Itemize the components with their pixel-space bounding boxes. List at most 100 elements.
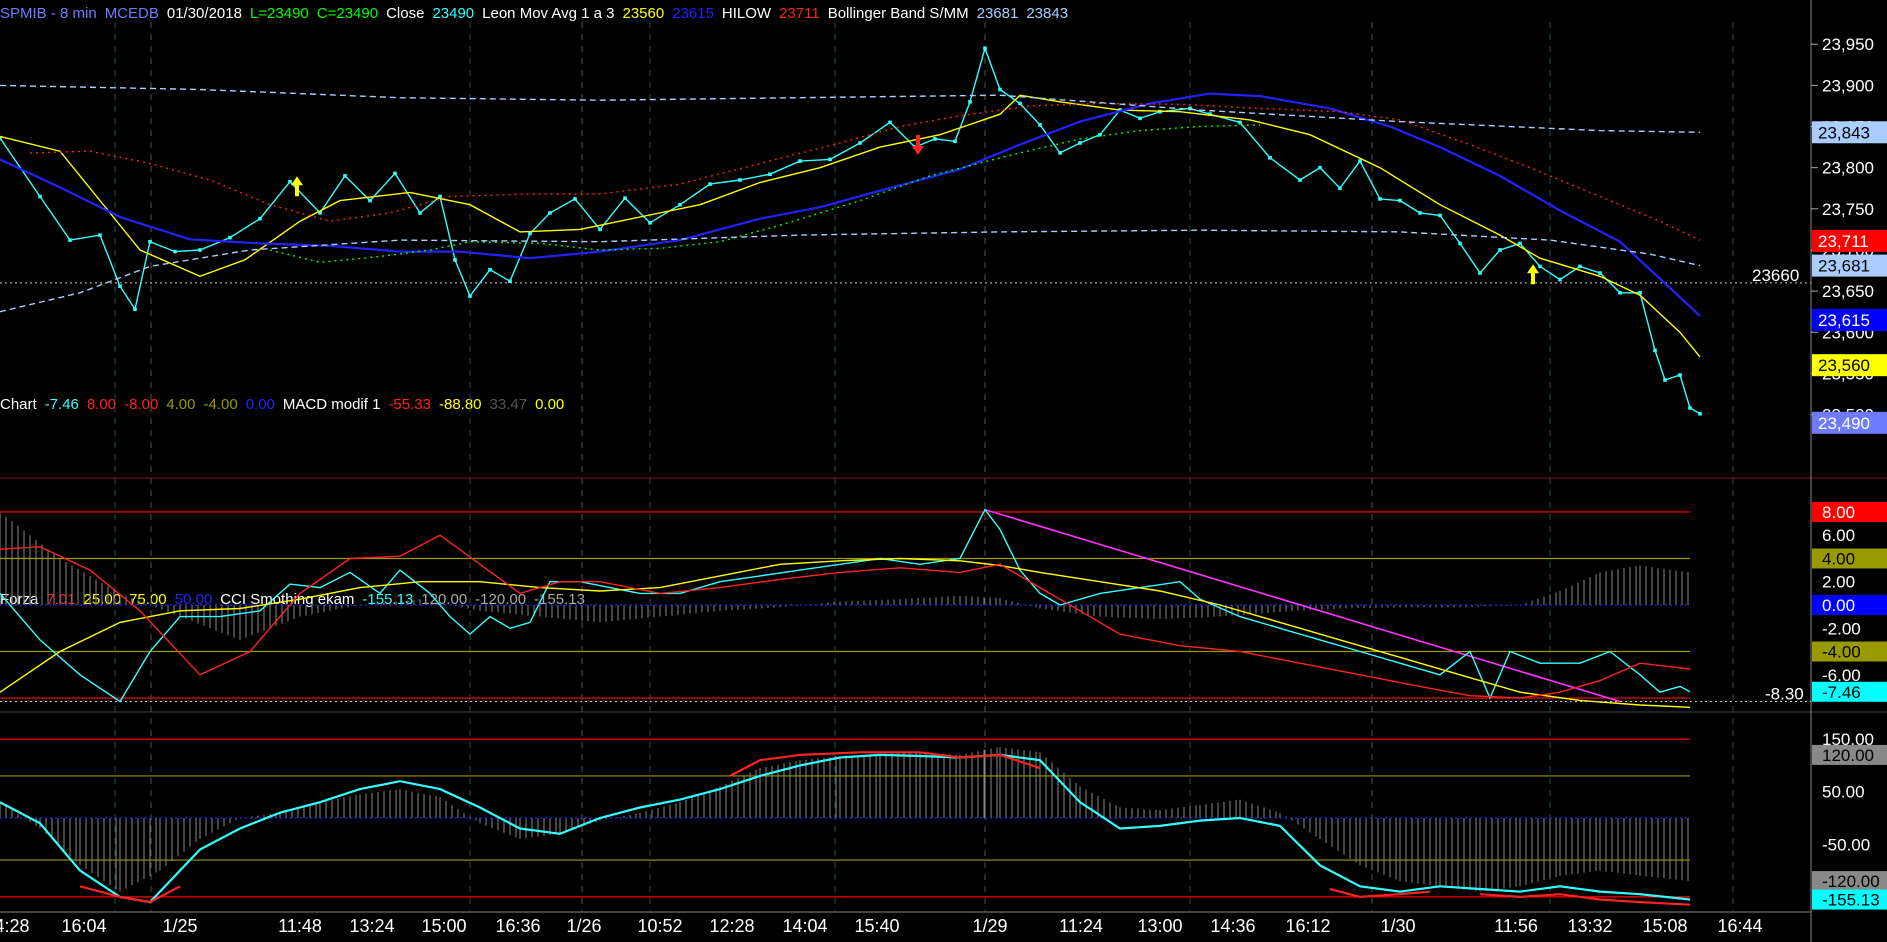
price-tag-label: 23,843: [1818, 123, 1870, 142]
price-close-point: [798, 159, 802, 163]
price-tag: [1812, 308, 1887, 331]
main-header-item: 23560: [622, 5, 665, 22]
price-close-point: [858, 141, 862, 145]
price-close-point: [1498, 248, 1502, 252]
price-close-point: [318, 211, 322, 215]
x-tick-label: 16:44: [1717, 916, 1762, 936]
x-tick-label: 16:12: [1285, 916, 1330, 936]
x-tick-label: 11:24: [1059, 916, 1103, 936]
price-close-point: [1138, 116, 1142, 121]
price-close-point: [343, 174, 347, 178]
price-close-point: [1398, 198, 1402, 203]
price-tag: [1812, 254, 1887, 277]
buy-signal-arrow: [291, 176, 303, 197]
macd-trendline: [984, 508, 1621, 703]
cci-tick-label: -50.00: [1822, 835, 1870, 854]
price-close-point: [173, 249, 177, 254]
macd-tick-label: 0.00: [1822, 596, 1855, 615]
x-tick-label: 13:24: [349, 916, 394, 936]
price-close-point: [468, 294, 472, 298]
x-tick-label: 13:00: [1137, 916, 1182, 936]
price-bollinger-upper-line: [0, 84, 1701, 133]
main-header-item: 23681: [976, 5, 1019, 22]
main-header-item: Bollinger Band S/MM: [827, 5, 969, 22]
macd-header: Chart -7.46 8.00 -8.00 4.00 -4.00 0.00 MACD mod…: [0, 396, 572, 413]
macd-header-item: -88.80: [438, 396, 482, 413]
cci-header-item: -155.13: [362, 591, 414, 608]
price-tick-label: 23,950: [1822, 35, 1874, 54]
x-tick-label: 15:40: [854, 916, 899, 936]
price-close-point: [0, 136, 2, 140]
price-close-point: [1688, 406, 1692, 410]
main-header-item: 23711: [779, 5, 820, 22]
price-bollinger-s-mm-line: [29, 102, 1701, 241]
macd-header-item: 4.00: [166, 396, 196, 413]
price-close-point: [968, 100, 972, 104]
main-header-item: 23843: [1026, 5, 1069, 22]
price-close-point: [1578, 264, 1582, 269]
cci-tick-label: 150.00: [1822, 730, 1874, 749]
price-close-point: [598, 227, 602, 232]
price-close-point: [1038, 123, 1042, 127]
price-close-point: [1663, 378, 1667, 382]
macd-header-item: -7.46: [44, 396, 79, 413]
price-close-point: [623, 196, 627, 200]
price-close-point: [288, 179, 292, 184]
price-close-point: [1458, 241, 1462, 246]
main-header-item: L=23490: [249, 5, 309, 22]
price-close-point: [998, 87, 1002, 92]
price-close-point: [1098, 132, 1102, 137]
price-close-point: [573, 197, 577, 201]
price-close-point: [1018, 101, 1022, 106]
macd-tick-label: -2.00: [1822, 619, 1861, 638]
macd-macd-modif-line: [0, 534, 1691, 699]
macd-signal-line: [0, 557, 1691, 708]
main-header-item: 23615: [672, 5, 714, 22]
price-close-point: [983, 46, 987, 51]
price-close-point: [738, 178, 742, 182]
macd-tick-box: [1812, 548, 1887, 569]
price-close-point: [1268, 155, 1272, 160]
macd-tick-label: -7.46: [1822, 683, 1861, 702]
price-close-point: [648, 221, 652, 225]
price-close-point: [1518, 241, 1522, 246]
macd-header-item: -8.00: [124, 396, 159, 413]
price-close-point: [393, 171, 397, 176]
price-close-point: [438, 194, 442, 199]
price-tag: [1812, 121, 1887, 144]
main-chart-header: SPMIB - 8 min MCEDB 01/30/2018 L=23490 C=234…: [0, 5, 1076, 22]
macd-tick-label: 8.00: [1822, 503, 1855, 522]
x-tick-label: 1/25: [162, 916, 197, 936]
price-close-point: [118, 284, 122, 288]
price-close-point: [133, 307, 137, 312]
price-tag-label: 23,711: [1818, 232, 1869, 251]
cci-tick-box: [1812, 889, 1887, 910]
x-tick-label: 1/30: [1380, 916, 1415, 936]
price-close-point: [1298, 178, 1302, 182]
price-support-line: [269, 124, 1261, 264]
x-tick-label: 14:04: [782, 916, 827, 936]
price-close-point: [1318, 165, 1322, 170]
cci-tick-label: 120.00: [1822, 746, 1874, 765]
price-close-point: [1653, 348, 1657, 353]
main-header-item: 23490: [432, 5, 475, 22]
macd-tick-box: [1812, 681, 1887, 702]
cci-cci-line: [0, 753, 1691, 904]
macd-macd-line: [0, 508, 1691, 703]
price-close-point: [368, 198, 372, 203]
x-tick-label: 10:52: [637, 916, 682, 936]
macd-header-item: 0.00: [535, 396, 565, 413]
macd-header-item: Chart: [0, 396, 37, 413]
macd-header-item: 33.47: [489, 396, 528, 413]
x-tick-label: 1/26: [566, 916, 601, 936]
price-close-point: [148, 239, 152, 244]
price-close-point: [38, 194, 42, 199]
price-close-point: [953, 139, 957, 144]
macd-header-item: MACD modif 1: [282, 396, 381, 413]
price-close-point: [1378, 197, 1382, 201]
cci-header-item: -120.00: [475, 591, 527, 608]
price-tag: [1812, 354, 1887, 377]
price-close-point: [1208, 112, 1212, 116]
price-close-point: [68, 238, 72, 242]
